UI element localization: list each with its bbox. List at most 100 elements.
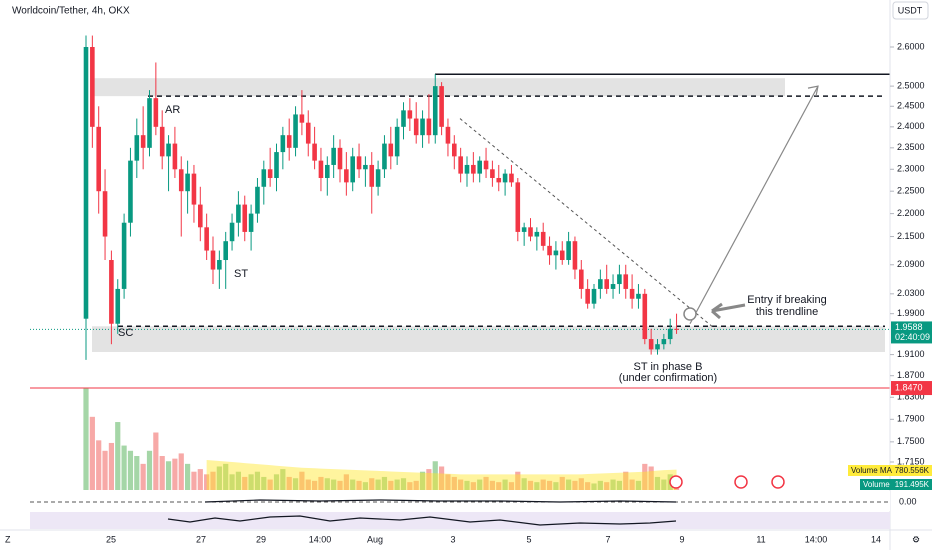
candle-body — [572, 241, 578, 270]
currency: USDT — [898, 5, 923, 15]
volume-bar — [362, 482, 368, 490]
candle-body — [388, 143, 394, 157]
event-icon — [669, 475, 683, 489]
x-tick-label: 29 — [256, 534, 266, 544]
projection-arrow — [689, 85, 819, 325]
y-tick-label: 2.2000 — [897, 208, 925, 218]
volume-bar — [585, 482, 591, 490]
candle-body — [147, 98, 152, 148]
candle-body — [242, 204, 248, 232]
settings[interactable]: ⚙ — [912, 534, 920, 544]
annotation: SC — [118, 327, 133, 339]
candle-body — [471, 164, 476, 174]
volume-bar — [496, 482, 502, 490]
candle-body — [261, 169, 267, 187]
volume-bar — [400, 478, 407, 490]
volume-bar — [127, 450, 134, 490]
volume-bar — [648, 466, 654, 490]
volume-bar — [254, 471, 261, 490]
candle-body — [559, 250, 565, 261]
candle-body — [217, 260, 222, 270]
volume-bar — [604, 482, 610, 490]
candle-body — [344, 169, 349, 183]
volume-bar — [210, 471, 216, 490]
candle-body — [413, 118, 419, 136]
y-tick-label: 2.2500 — [897, 186, 925, 196]
volume-bar — [324, 478, 330, 490]
candle-body — [540, 231, 546, 246]
volume-bar — [521, 478, 527, 490]
candle-body — [661, 339, 667, 345]
volume-bar — [572, 480, 578, 490]
y-tick-label: 2.0300 — [897, 288, 925, 298]
annotation: Entry if breaking — [747, 294, 826, 306]
volume-bar — [299, 471, 305, 490]
y-tick-label: 2.1500 — [897, 231, 925, 241]
volume-bar — [546, 480, 553, 490]
volume-bar — [159, 456, 165, 490]
x-tick-label: 9 — [679, 534, 684, 544]
volume-bar — [635, 480, 642, 490]
volume-bar — [610, 479, 616, 490]
candle-body — [496, 177, 502, 183]
y-tick-label: 1.9900 — [897, 308, 925, 318]
price-line-label: 1.8470 — [895, 382, 923, 392]
volume-bar — [273, 474, 280, 490]
volume-bar — [235, 471, 241, 490]
volume-bar — [134, 456, 140, 490]
volume-bar — [654, 476, 661, 490]
volume-bar — [248, 474, 254, 490]
candle-body — [83, 47, 89, 319]
tz[interactable]: Z — [5, 534, 11, 544]
volume-bar — [185, 463, 191, 490]
vol-value: 191.495K — [895, 480, 930, 489]
arrow-head — [807, 85, 819, 97]
candle-body — [509, 173, 514, 183]
x-tick-label: Aug — [367, 534, 383, 544]
candle-body — [667, 328, 673, 340]
annotation: AR — [165, 104, 180, 116]
volume-bar — [578, 478, 584, 490]
volume-bar — [527, 480, 534, 490]
volume-bar — [292, 478, 299, 490]
y-tick-label: 1.9100 — [897, 349, 925, 359]
candle-body — [96, 126, 101, 192]
vol-ma-name: Volume MA — [851, 466, 893, 475]
volume-bar — [451, 476, 457, 490]
volume-bar — [394, 479, 400, 490]
volume-bar — [515, 471, 521, 490]
volume-bar — [165, 461, 172, 490]
candle-body — [585, 288, 590, 304]
candle-body — [280, 135, 286, 153]
x-tick-label: 11 — [756, 534, 765, 544]
volume-bar — [350, 479, 356, 490]
currency-button[interactable] — [892, 1, 929, 20]
candle-body — [452, 143, 457, 157]
resistance-zone — [92, 78, 785, 97]
candle-body — [394, 126, 400, 157]
y-tick-label: 1.7500 — [897, 436, 925, 446]
candle-body — [458, 156, 463, 174]
candle-body — [267, 169, 273, 178]
candle-body — [248, 213, 254, 232]
candle-body — [185, 173, 190, 192]
candle-body — [401, 110, 406, 127]
volume-bar — [280, 469, 286, 490]
candle-body — [369, 164, 375, 187]
x-tick-label: 27 — [196, 534, 206, 544]
volume-bar — [661, 479, 667, 490]
volume-bar — [343, 474, 349, 490]
volume-bar — [388, 480, 394, 490]
candle-body — [445, 126, 451, 144]
vol-tag — [860, 479, 932, 490]
candle-body — [109, 260, 114, 324]
price-line-tag — [891, 381, 932, 396]
candle-body — [90, 47, 95, 127]
annotation: ST — [234, 268, 248, 280]
volume-bar — [261, 476, 267, 490]
candle-body — [623, 274, 629, 289]
candle-body — [439, 86, 444, 127]
candle-body — [636, 293, 641, 299]
volume-bar — [597, 480, 603, 490]
